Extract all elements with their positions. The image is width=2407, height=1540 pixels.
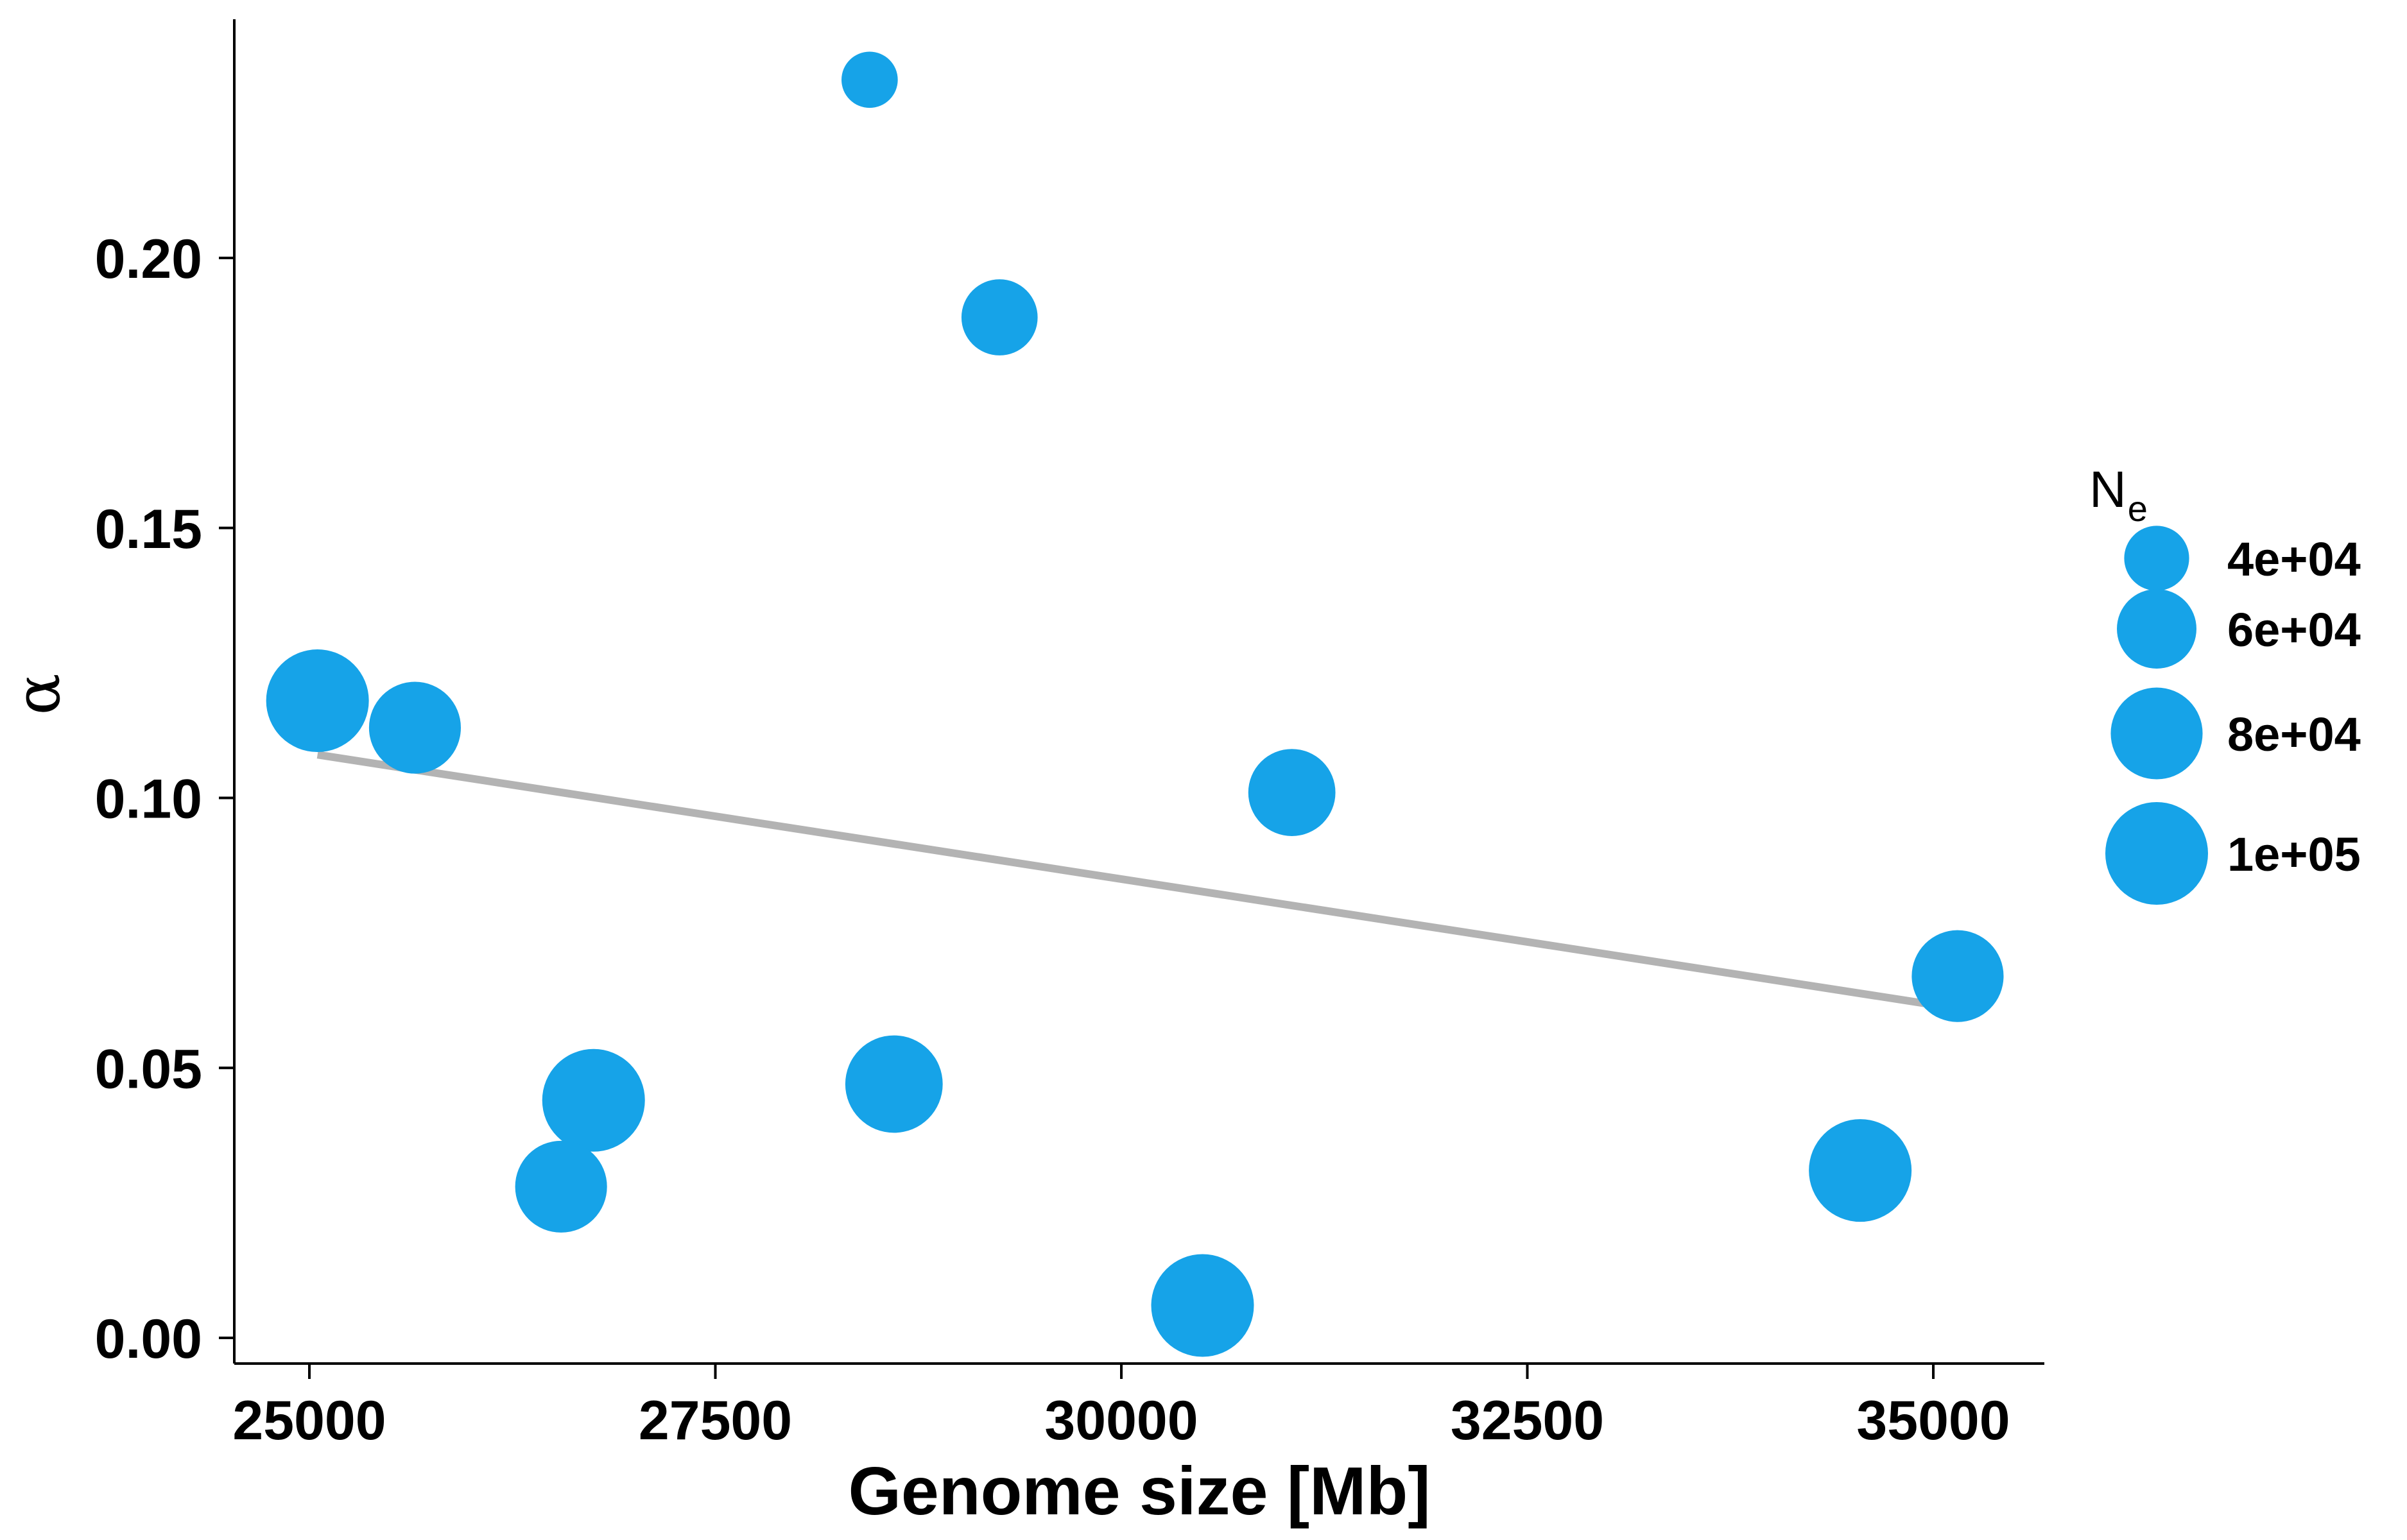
data-point xyxy=(1911,930,2004,1022)
x-tick-label: 32500 xyxy=(1451,1390,1604,1451)
x-axis-title: Genome size [Mb] xyxy=(848,1453,1430,1529)
y-tick-label: 0.10 xyxy=(95,769,202,830)
data-points xyxy=(266,51,2004,1357)
x-tick-label: 25000 xyxy=(232,1390,386,1451)
legend-label: 4e+04 xyxy=(2227,533,2361,586)
x-tick-label: 27500 xyxy=(639,1390,792,1451)
y-tick-label: 0.15 xyxy=(95,499,202,560)
data-point xyxy=(961,279,1038,355)
legend-label: 6e+04 xyxy=(2227,603,2361,656)
data-point xyxy=(266,649,369,753)
legend-title-main: N xyxy=(2089,461,2127,518)
legend-key-circle xyxy=(2117,589,2196,669)
legend-key-circle xyxy=(2105,802,2208,905)
legend-title-subscript: e xyxy=(2128,488,2148,529)
x-tick-label: 30000 xyxy=(1044,1390,1198,1451)
data-point xyxy=(1809,1119,1912,1222)
size-legend: Ne 4e+04 6e+04 8e+04 1e+05 xyxy=(2089,461,2361,905)
tick-marks: 25000 27500 30000 32500 35000 0.00 0.05 0.10 0.1… xyxy=(95,228,2010,1451)
data-point xyxy=(1248,749,1336,836)
legend-key-circle xyxy=(2110,687,2203,780)
data-point xyxy=(1151,1254,1254,1357)
axes xyxy=(233,19,2044,1365)
legend-title: Ne xyxy=(2089,461,2148,529)
trend-line xyxy=(316,751,1958,1013)
trend-line-group xyxy=(316,751,1958,1013)
x-tick-label: 35000 xyxy=(1856,1390,2010,1451)
data-point xyxy=(515,1140,607,1233)
y-tick-label: 0.05 xyxy=(95,1038,202,1100)
data-point xyxy=(845,1035,943,1133)
legend-key-circle xyxy=(2124,526,2189,591)
y-axis-title: α xyxy=(2,674,74,715)
data-point xyxy=(841,51,898,108)
y-tick-label: 0.00 xyxy=(95,1308,202,1370)
legend-label: 8e+04 xyxy=(2227,708,2361,761)
data-point xyxy=(542,1048,645,1152)
legend-label: 1e+05 xyxy=(2227,828,2361,881)
y-tick-label: 0.20 xyxy=(95,228,202,290)
data-point xyxy=(368,681,462,774)
